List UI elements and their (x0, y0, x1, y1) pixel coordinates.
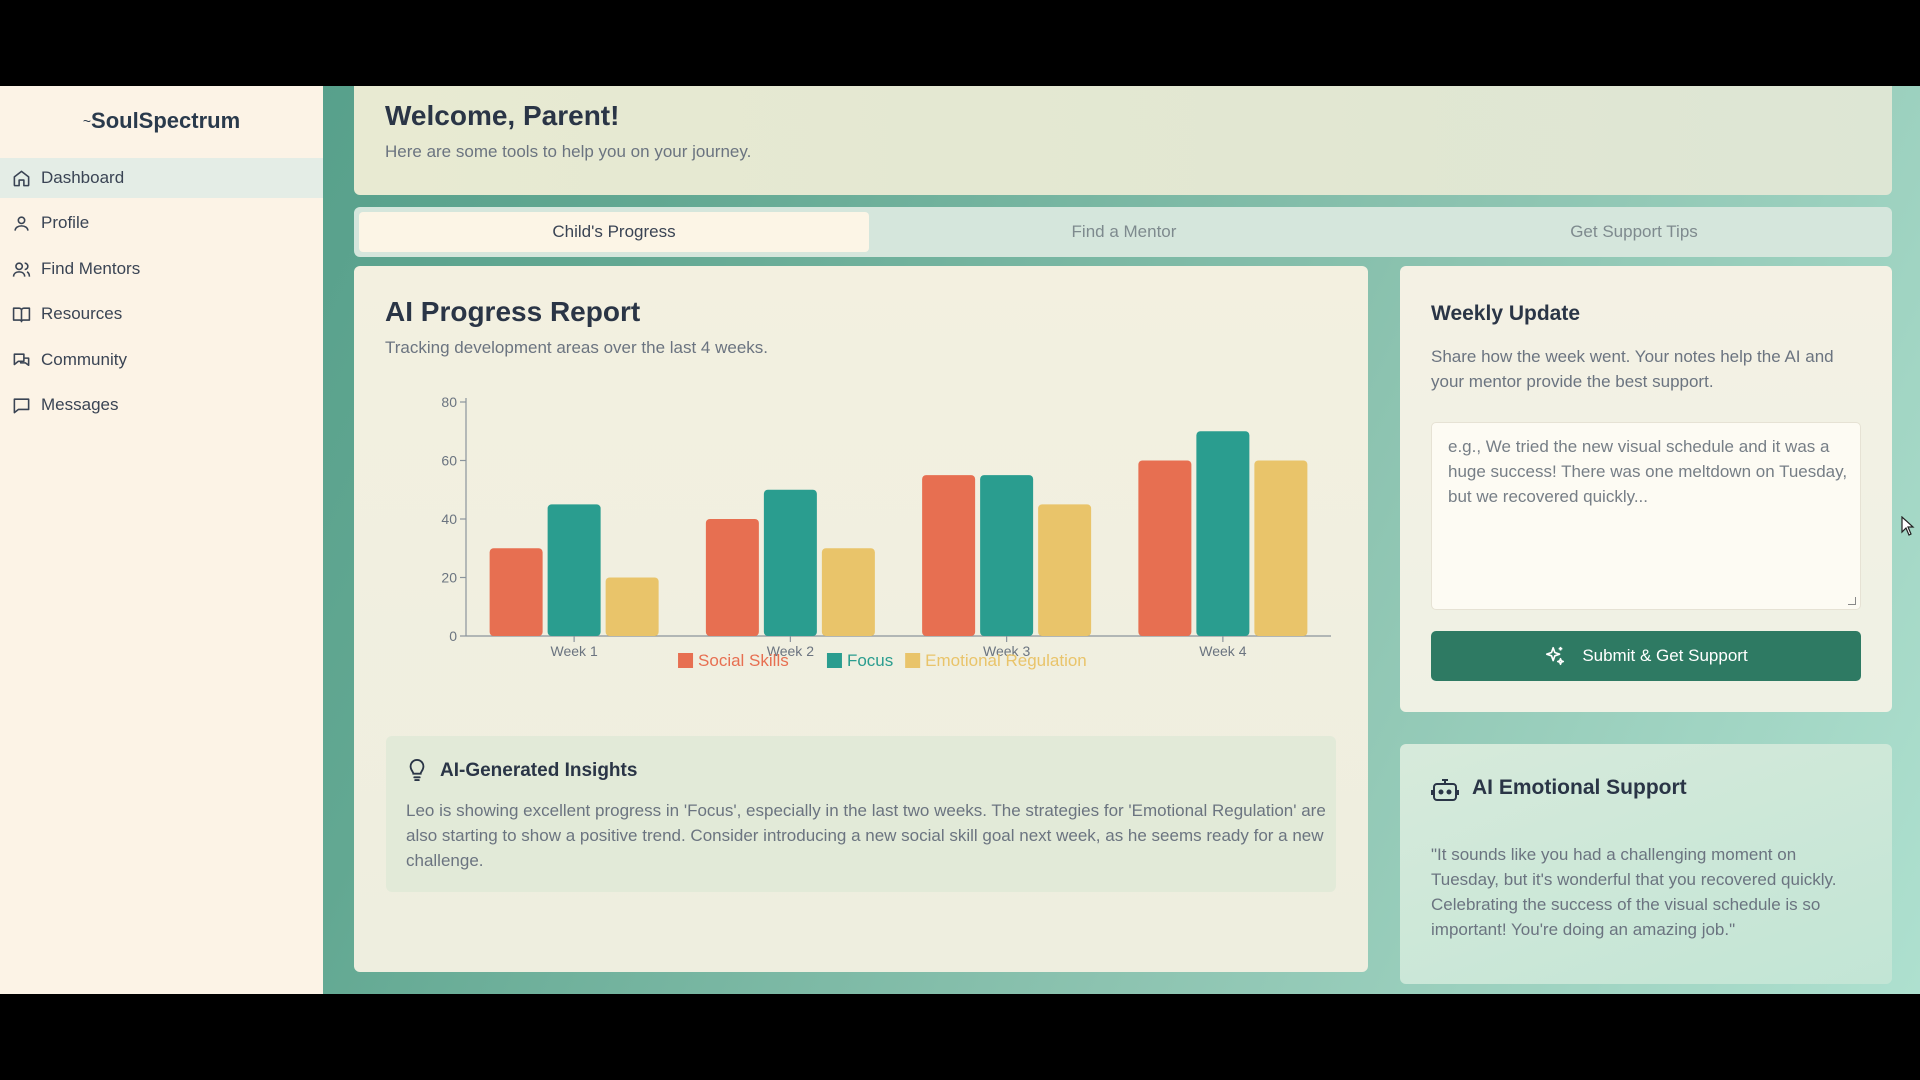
legend-label: Focus (847, 651, 893, 670)
tab-childs-progress[interactable]: Child's Progress (359, 212, 869, 252)
legend-label: Emotional Regulation (925, 651, 1087, 670)
emotional-title: AI Emotional Support (1472, 776, 1687, 799)
submit-get-support-button[interactable]: Submit & Get Support (1431, 631, 1861, 681)
users-icon (12, 261, 31, 277)
emotional-quote: "It sounds like you had a challenging mo… (1431, 845, 1837, 939)
sidebar-item-label: Dashboard (41, 168, 125, 187)
weekly-description: Share how the week went. Your notes help… (1431, 347, 1834, 391)
y-tick-label: 80 (441, 394, 457, 410)
emotional-support-card: AI Emotional Support "It sounds like you… (1400, 744, 1892, 984)
progress-bar-chart: 0 20 40 60 80 Week 1 Week 2 Week 3 Week 4 Social … (441, 394, 1331, 670)
x-tick-label: Week 2 (767, 643, 814, 659)
app-name: SoulSpectrum (91, 108, 241, 133)
sparkles-icon (1546, 646, 1565, 666)
y-tick-label: 40 (441, 511, 457, 527)
bar-emotional-regulation (605, 577, 659, 636)
lightbulb-icon (409, 759, 425, 781)
legend-label: Social Skills (698, 651, 789, 670)
sidebar-item-resources[interactable]: Resources (0, 294, 323, 334)
legend-swatch (678, 653, 694, 668)
legend-swatch (905, 653, 921, 668)
sidebar-item-profile[interactable]: Profile (0, 203, 323, 243)
sidebar-item-label: Find Mentors (41, 259, 141, 278)
bar-focus (1196, 431, 1250, 636)
progress-subtitle: Tracking development areas over the last… (385, 338, 769, 357)
sidebar: ~SoulSpectrum Dashboard Profile Find Men… (0, 86, 323, 994)
x-tick-label: Week 1 (551, 643, 598, 659)
welcome-card: Welcome, Parent! Here are some tools to … (354, 86, 1892, 195)
chat-icon (13, 352, 30, 366)
page-subtitle: Here are some tools to help you on your … (385, 142, 752, 161)
progress-title: AI Progress Report (385, 296, 641, 327)
sidebar-item-label: Resources (41, 304, 123, 323)
sidebar-item-messages[interactable]: Messages (0, 385, 323, 425)
tab-find-a-mentor[interactable]: Find a Mentor (1071, 222, 1177, 241)
robot-icon (1431, 779, 1459, 801)
submit-label: Submit & Get Support (1582, 646, 1748, 665)
sidebar-item-label: Profile (41, 213, 90, 232)
book-icon (12, 306, 31, 322)
insights-body: Leo is showing excellent progress in 'Fo… (406, 801, 1326, 870)
insights-title: AI-Generated Insights (440, 760, 638, 781)
mouse-cursor-icon (1901, 516, 1915, 536)
bar-social-skills (1138, 460, 1192, 636)
user-icon (14, 215, 29, 231)
page-title: Welcome, Parent! (385, 100, 620, 131)
x-tick-label: Week 4 (1199, 643, 1246, 659)
sidebar-item-label: Messages (41, 395, 119, 414)
y-tick-label: 60 (441, 453, 457, 469)
weekly-notes-placeholder: e.g., We tried the new visual schedule a… (1448, 437, 1848, 506)
bar-focus (547, 504, 601, 636)
bar-focus (980, 475, 1034, 636)
tab-get-support-tips[interactable]: Get Support Tips (1570, 222, 1698, 241)
bar-emotional-regulation (1254, 460, 1308, 636)
home-icon (13, 170, 30, 186)
bar-social-skills (705, 519, 759, 636)
weekly-update-card: Weekly Update Share how the week went. Y… (1400, 266, 1892, 712)
x-tick-label: Week 3 (983, 643, 1030, 659)
weekly-title: Weekly Update (1431, 302, 1580, 325)
bar-emotional-regulation (1038, 504, 1092, 636)
sidebar-item-dashboard[interactable]: Dashboard (0, 158, 323, 198)
y-tick-label: 20 (441, 570, 457, 586)
app-viewport: ~SoulSpectrum Dashboard Profile Find Men… (0, 86, 1920, 994)
message-icon (13, 397, 30, 413)
bar-social-skills (922, 475, 976, 636)
sidebar-item-label: Community (41, 350, 127, 369)
sidebar-item-community[interactable]: Community (0, 340, 323, 380)
weekly-notes-textarea[interactable]: e.g., We tried the new visual schedule a… (1431, 422, 1861, 610)
sidebar-item-find-mentors[interactable]: Find Mentors (0, 249, 323, 289)
progress-report-card: AI Progress Report Tracking development … (354, 266, 1368, 972)
bar-social-skills (489, 548, 543, 636)
bar-emotional-regulation (821, 548, 875, 636)
app-logo[interactable]: ~SoulSpectrum (82, 108, 241, 133)
resize-handle-icon[interactable] (1848, 597, 1856, 605)
legend-swatch (826, 653, 842, 668)
insights-panel: AI-Generated Insights Leo is showing exc… (386, 736, 1336, 892)
y-tick-label: 0 (449, 628, 457, 644)
tab-bar: Child's Progress Find a Mentor Get Suppo… (354, 207, 1892, 257)
bar-focus (763, 489, 817, 636)
